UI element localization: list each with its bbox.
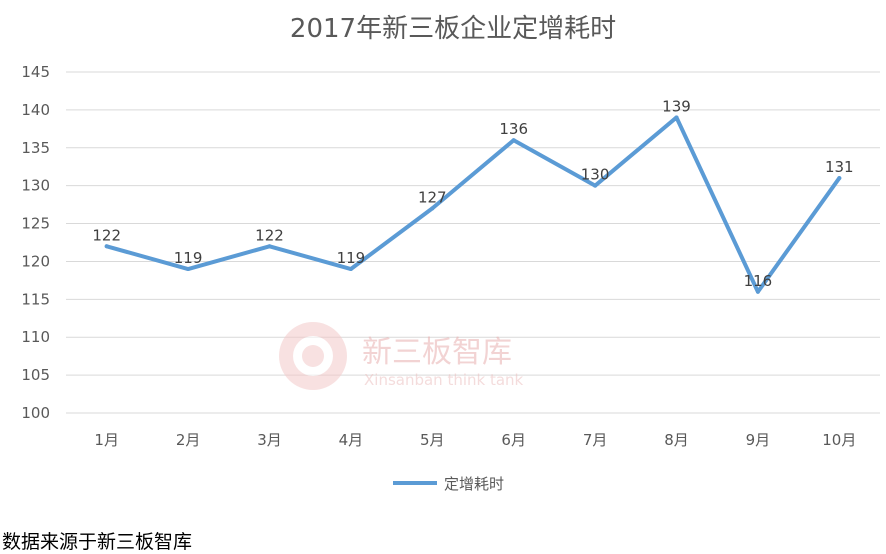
x-axis-ticks: 1月 2月 3月 4月 5月 6月 7月 8月 9月 10月 [94, 431, 856, 449]
x-tick-label: 3月 [257, 431, 282, 449]
x-tick-label: 10月 [822, 431, 856, 449]
data-label: 116 [744, 272, 773, 290]
data-point [186, 267, 191, 272]
x-tick-label: 1月 [94, 431, 119, 449]
data-point [837, 176, 842, 181]
data-point [755, 289, 760, 294]
source-note: 数据来源于新三板智库 [2, 531, 193, 553]
data-label: 136 [499, 120, 528, 138]
watermark: 新三板智库 Xinsanban think tank [279, 322, 524, 390]
x-tick-label: 7月 [583, 431, 608, 449]
data-point [430, 206, 435, 211]
gridlines [66, 71, 880, 414]
legend-label: 定增耗时 [444, 475, 504, 493]
y-tick-label: 125 [21, 215, 50, 233]
x-tick-label: 6月 [501, 431, 526, 449]
y-tick-label: 135 [21, 139, 50, 157]
x-tick-label: 9月 [746, 431, 771, 449]
y-tick-label: 105 [21, 366, 50, 384]
x-tick-label: 2月 [176, 431, 201, 449]
data-label: 127 [418, 188, 447, 206]
y-tick-label: 100 [21, 404, 50, 422]
y-tick-label: 140 [21, 101, 50, 119]
line-chart: 2017年新三板企业定增耗时 1001051101151201251301351… [21, 14, 880, 493]
data-label: 139 [662, 97, 691, 115]
data-point [348, 267, 353, 272]
y-tick-label: 145 [21, 63, 50, 81]
data-point [674, 115, 679, 120]
data-label: 119 [337, 249, 366, 267]
chart-title: 2017年新三板企业定增耗时 [290, 14, 616, 44]
data-point [593, 183, 598, 188]
y-tick-label: 110 [21, 328, 50, 346]
data-label: 122 [92, 226, 121, 244]
watermark-subtext: Xinsanban think tank [364, 371, 524, 389]
watermark-text: 新三板智库 [362, 335, 512, 370]
y-tick-label: 130 [21, 177, 50, 195]
y-tick-label: 115 [21, 290, 50, 308]
data-label: 119 [174, 249, 203, 267]
x-tick-label: 5月 [420, 431, 445, 449]
data-label: 130 [581, 166, 610, 184]
y-axis-ticks: 100 105 110 115 120 125 130 135 140 145 [21, 63, 50, 422]
y-tick-label: 120 [21, 252, 50, 270]
series-line-group [104, 115, 842, 294]
legend: 定增耗时 [393, 475, 504, 493]
data-point [267, 244, 272, 249]
x-tick-label: 8月 [664, 431, 689, 449]
data-labels: 122 119 122 119 127 136 130 139 116 131 [92, 97, 853, 289]
data-label: 122 [255, 226, 284, 244]
data-label: 131 [825, 158, 854, 176]
series-line [104, 115, 842, 294]
data-point [104, 244, 109, 249]
data-point [511, 138, 516, 143]
x-tick-label: 4月 [339, 431, 364, 449]
